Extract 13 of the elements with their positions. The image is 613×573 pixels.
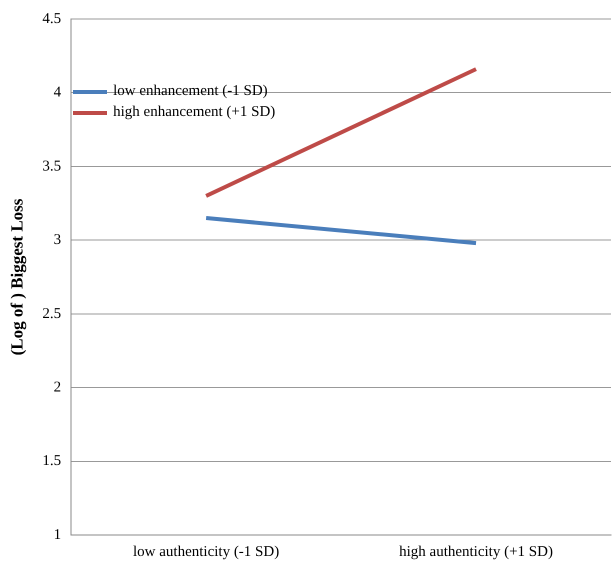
y-tick-label: 1 (54, 526, 62, 543)
y-tick-label: 2 (54, 380, 62, 396)
y-tick-label: 1.5 (42, 453, 62, 470)
y-tick-label: 3 (54, 232, 62, 248)
y-tick-label: 4 (54, 84, 62, 101)
y-tick-label: 2.5 (42, 306, 62, 322)
legend-label: high enhancement (+1 SD) (113, 104, 276, 120)
x-tick-label: low authenticity (-1 SD) (132, 544, 280, 560)
y-tick-label: 3.5 (42, 158, 62, 174)
x-tick-label: high authenticity (+1 SD) (399, 544, 553, 560)
y-tick-label: 4.5 (42, 10, 62, 27)
y-axis-title: (Log of ) Biggest Loss (8, 198, 27, 356)
legend-label: low enhancement (-1 SD) (113, 83, 268, 99)
